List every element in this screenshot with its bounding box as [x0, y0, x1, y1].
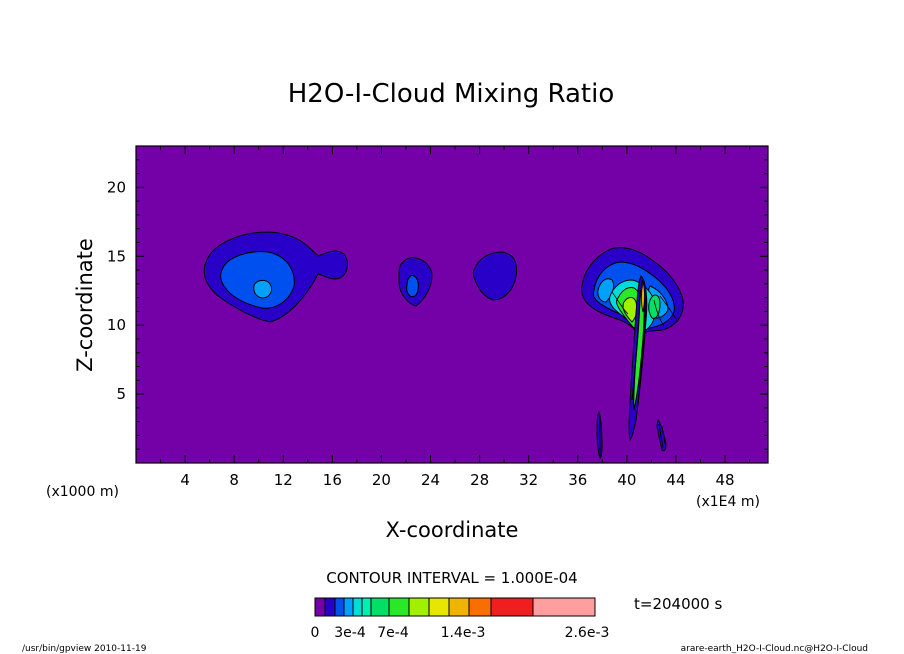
x-tick-label: 44	[666, 471, 685, 489]
cloud-right-column-peak	[641, 281, 645, 313]
colorbar-swatch	[361, 597, 372, 617]
x-axis-label: X-coordinate	[386, 518, 519, 542]
colorbar-swatch	[324, 597, 336, 617]
x-tick-label: 28	[470, 471, 489, 489]
x-tick-label: 48	[716, 471, 735, 489]
x-tick-label: 32	[519, 471, 538, 489]
cloud-left	[203, 231, 348, 323]
cloud-mid-2	[472, 251, 517, 301]
x-tick-label: 8	[229, 471, 239, 489]
colorbar-label: 7e-4	[377, 625, 409, 641]
colorbar-swatch	[314, 597, 326, 617]
colorbar-swatch	[388, 597, 410, 617]
cloud-mid-1-level-2	[406, 275, 419, 298]
plot-area	[135, 145, 769, 464]
low-filament-strokes	[599, 415, 666, 456]
cloud-mid-1	[398, 257, 433, 307]
low-filament-left	[596, 410, 603, 459]
colorbar-swatch	[408, 597, 430, 617]
colorbar-swatch	[428, 597, 450, 617]
contour-interval-text: CONTOUR INTERVAL = 1.000E-04	[326, 569, 577, 587]
plot-frame	[135, 145, 769, 464]
cloud-right-level-6	[622, 297, 638, 323]
x-tick-label: 40	[617, 471, 636, 489]
colorbar-swatch	[334, 597, 345, 617]
cloud-right-filament-2	[637, 289, 647, 406]
low-filaments	[596, 410, 667, 459]
colorbar-swatch	[370, 597, 390, 617]
colorbar-swatch	[343, 597, 354, 617]
x-unit-label: (x1E4 m)	[696, 494, 760, 510]
y-tick-label: 10	[107, 316, 126, 334]
x-tick-label: 4	[180, 471, 190, 489]
y-tick-label: 20	[107, 178, 126, 196]
y-tick-label: 5	[116, 385, 126, 403]
x-tick-label: 24	[421, 471, 440, 489]
cloud-right-filament-1	[631, 289, 641, 401]
colorbar-label: 0	[311, 625, 320, 641]
y-axis-label: Z-coordinate	[73, 238, 97, 372]
y-tick-labels: 5 10 15 20	[107, 178, 126, 403]
x-tick-label: 36	[568, 471, 587, 489]
colorbar-swatch	[532, 597, 596, 617]
footer-right: arare-earth_H2O-I-Cloud.nc@H2O-I-Cloud	[681, 644, 868, 654]
x-tick-label: 20	[372, 471, 391, 489]
colorbar-swatch	[490, 597, 534, 617]
colorbar-labels: 0 3e-4 7e-4 1.4e-3 2.6e-3	[311, 625, 610, 641]
colorbar-swatch	[352, 597, 363, 617]
time-text: t=204000 s	[634, 595, 722, 613]
colorbar	[314, 597, 596, 617]
colorbar-swatch	[448, 597, 470, 617]
axis-ticks	[136, 146, 768, 463]
colorbar-swatch	[468, 597, 492, 617]
y-tick-label: 15	[107, 247, 126, 265]
footer-left: /usr/bin/gpview 2010-11-19	[22, 644, 147, 654]
cloud-left-level-2	[220, 251, 295, 309]
colorbar-label: 3e-4	[334, 625, 366, 641]
x-tick-label: 12	[274, 471, 293, 489]
cloud-right-filament-3	[611, 291, 679, 327]
x-tick-labels: 4 8 12 16 20 24 28 32 36 40 44 48	[180, 471, 734, 489]
colorbar-label: 1.4e-3	[441, 625, 486, 641]
colorbar-label: 2.6e-3	[565, 625, 610, 641]
x-tick-label: 16	[323, 471, 342, 489]
chart-title: H2O-I-Cloud Mixing Ratio	[288, 79, 615, 109]
y-unit-label: (x1000 m)	[46, 484, 119, 500]
cloud-left-level-3	[253, 279, 273, 299]
cloud-mid-2-level-1	[472, 251, 517, 301]
cloud-right	[581, 247, 684, 442]
